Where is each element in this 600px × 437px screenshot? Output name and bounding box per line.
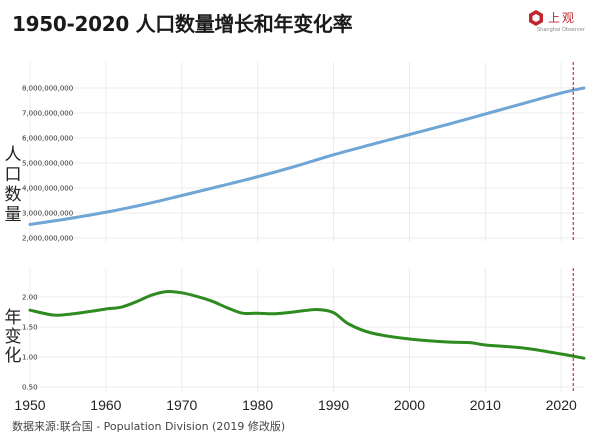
- x-tick-1990: 1990: [318, 397, 349, 413]
- population-y-tick: 3,000,000,000: [22, 210, 73, 218]
- change-rate-y-ticks: 0.50 1.00 1.50 2.00: [22, 294, 38, 392]
- change-rate-y-tick: 1.00: [22, 354, 38, 362]
- source-note: 数据来源:联合国 - Population Division (2019 修改版…: [12, 420, 286, 433]
- population-y-tick: 5,000,000,000: [22, 160, 73, 168]
- population-y-tick: 7,000,000,000: [22, 110, 73, 118]
- x-tick-1960: 1960: [90, 397, 121, 413]
- x-tick-2020: 2020: [546, 397, 577, 413]
- change-rate-line: [28, 290, 586, 360]
- population-y-tick: 2,000,000,000: [22, 235, 73, 243]
- population-grid: [22, 62, 584, 242]
- population-y-tick: 8,000,000,000: [22, 85, 73, 93]
- population-y-tick: 6,000,000,000: [22, 135, 73, 143]
- population-y-ticks: 2,000,000,000 3,000,000,000 4,000,000,000 5…: [22, 85, 73, 243]
- change-rate-y-tick: 0.50: [22, 384, 38, 392]
- x-tick-1970: 1970: [166, 397, 197, 413]
- x-tick-1980: 1980: [242, 397, 273, 413]
- change-rate-grid: [22, 268, 584, 392]
- logo: 上观 Shanghai Observer: [525, 9, 595, 43]
- change-rate-y-tick: 1.50: [22, 324, 38, 332]
- x-axis-ticks: 1950 1960 1970 1980 1990 2000 2010 2020: [14, 397, 577, 413]
- change-rate-axis-label: 年变化: [5, 308, 22, 366]
- x-tick-2010: 2010: [470, 397, 501, 413]
- x-tick-1950: 1950: [14, 397, 45, 413]
- page-title: 1950-2020 人口数量增长和年变化率: [12, 12, 353, 36]
- population-axis-label: 人口数量: [5, 145, 22, 225]
- logo-subtitle: Shanghai Observer: [537, 27, 585, 33]
- logo-name: 上观: [548, 11, 577, 25]
- population-line: [28, 86, 586, 226]
- change-rate-y-tick: 2.00: [22, 294, 38, 302]
- x-tick-2000: 2000: [394, 397, 425, 413]
- hexagon-logo-icon: [529, 10, 543, 26]
- population-y-tick: 4,000,000,000: [22, 185, 73, 193]
